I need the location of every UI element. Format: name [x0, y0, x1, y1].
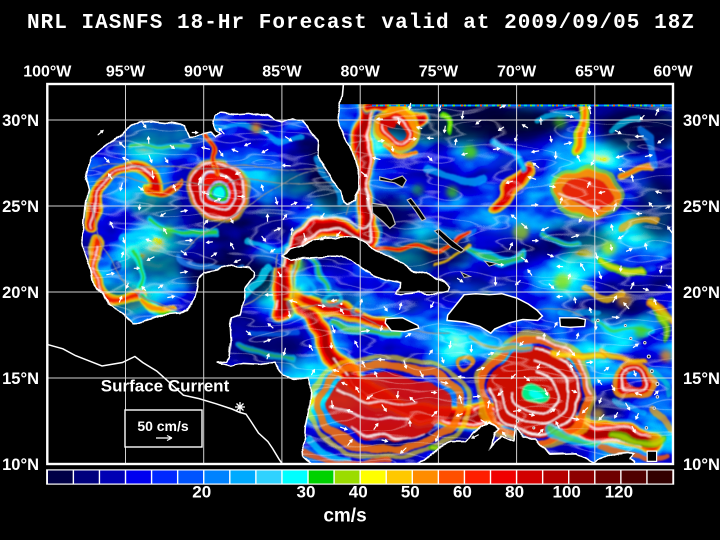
svg-text:25°N: 25°N	[683, 198, 720, 216]
svg-text:40: 40	[349, 483, 368, 502]
svg-text:75°W: 75°W	[419, 64, 459, 81]
svg-text:30: 30	[297, 483, 316, 502]
svg-text:25°N: 25°N	[2, 198, 39, 216]
svg-text:50: 50	[401, 483, 420, 502]
svg-text:20°N: 20°N	[2, 284, 39, 302]
svg-text:20: 20	[192, 483, 211, 502]
svg-text:65°W: 65°W	[575, 64, 615, 81]
svg-text:50 cm/s: 50 cm/s	[137, 418, 189, 434]
svg-text:80°W: 80°W	[341, 64, 381, 81]
svg-text:80: 80	[505, 483, 524, 502]
svg-text:60: 60	[453, 483, 472, 502]
svg-text:15°N: 15°N	[683, 370, 720, 388]
svg-text:95°W: 95°W	[106, 64, 146, 81]
svg-text:10°N: 10°N	[2, 456, 39, 474]
svg-text:cm/s: cm/s	[323, 506, 366, 527]
svg-text:100°W: 100°W	[23, 64, 72, 81]
svg-text:NRL IASNFS 18-Hr Forecast val: NRL IASNFS 18-Hr Forecast valid at 2009/…	[27, 12, 695, 35]
svg-text:60°W: 60°W	[653, 64, 693, 81]
svg-text:100: 100	[553, 483, 581, 502]
svg-text:30°N: 30°N	[2, 112, 39, 130]
svg-text:10°N: 10°N	[683, 456, 720, 474]
svg-text:120: 120	[605, 483, 633, 502]
svg-text:Surface Current: Surface Current	[101, 377, 230, 396]
svg-text:85°W: 85°W	[262, 64, 302, 81]
svg-text:70°W: 70°W	[497, 64, 537, 81]
svg-text:20°N: 20°N	[683, 284, 720, 302]
svg-text:30°N: 30°N	[683, 112, 720, 130]
svg-text:90°W: 90°W	[184, 64, 224, 81]
svg-text:15°N: 15°N	[2, 370, 39, 388]
